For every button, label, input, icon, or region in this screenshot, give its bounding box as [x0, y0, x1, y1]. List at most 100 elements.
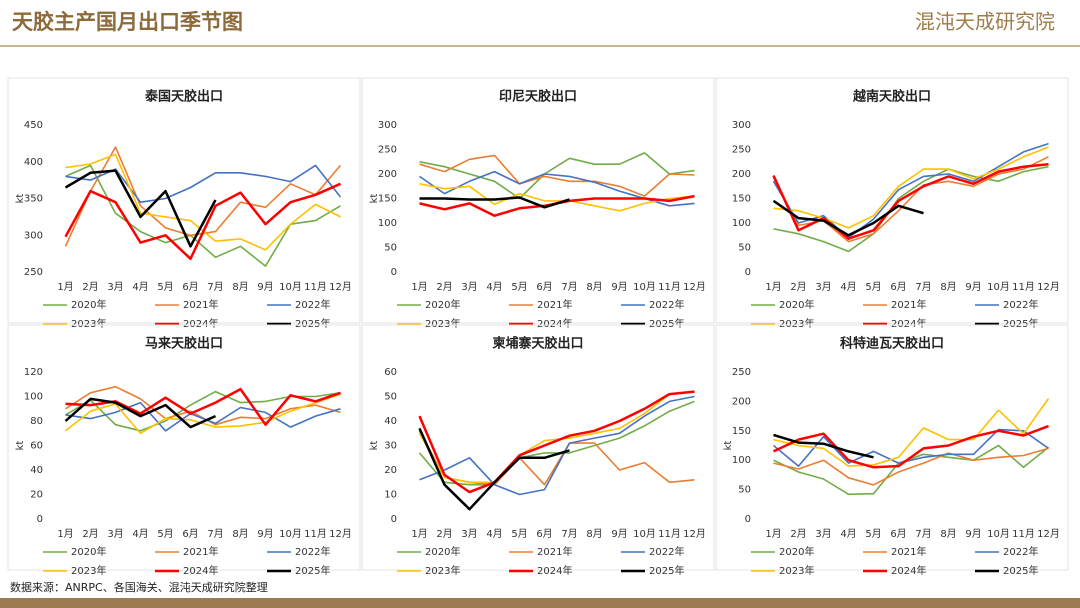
series-line: [773, 165, 1049, 253]
x-tick-label: 9月: [257, 528, 273, 540]
y-tick-label: 20: [30, 490, 43, 501]
y-tick-label: 250: [24, 267, 43, 278]
y-tick-label: 100: [378, 218, 397, 229]
x-tick-label: 10月: [987, 528, 1010, 540]
x-tick-label: 3月: [461, 281, 477, 293]
y-tick-label: 200: [732, 169, 751, 180]
series-line: [419, 395, 695, 496]
legend-label: 2023年: [779, 317, 814, 330]
y-tick-label: 50: [738, 485, 751, 496]
legend-label: 2024年: [537, 564, 572, 577]
x-tick-label: 7月: [915, 528, 931, 540]
x-tick-label: 12月: [1037, 528, 1060, 540]
y-tick-label: 10: [384, 490, 397, 501]
x-tick-label: 11月: [304, 528, 327, 540]
y-tick-label: 120: [24, 367, 43, 378]
series-line: [419, 154, 695, 197]
series-line: [772, 162, 1049, 240]
legend-label: 2024年: [183, 564, 218, 577]
x-tick-label: 3月: [107, 528, 123, 540]
x-tick-label: 9月: [257, 281, 273, 293]
x-tick-label: 12月: [329, 528, 352, 540]
y-tick-label: 250: [732, 145, 751, 156]
y-tick-label: 200: [732, 396, 751, 407]
x-tick-label: 12月: [683, 528, 706, 540]
x-tick-label: 10月: [633, 281, 656, 293]
x-tick-label: 1月: [765, 528, 781, 540]
y-tick-label: 150: [732, 194, 751, 205]
chart-panel: [7, 324, 361, 571]
legend-label: 2021年: [537, 545, 572, 558]
y-axis-label: kt: [369, 441, 380, 451]
x-tick-label: 6月: [536, 528, 552, 540]
legend-label: 2021年: [183, 298, 218, 311]
x-tick-label: 6月: [890, 281, 906, 293]
legend-label: 2022年: [295, 545, 330, 558]
chart-title: 柬埔寨天胶出口: [492, 336, 583, 352]
legend-label: 2022年: [1003, 545, 1038, 558]
y-axis-label: kt: [369, 194, 380, 204]
series-line: [418, 427, 570, 511]
x-tick-label: 12月: [329, 281, 352, 293]
x-tick-label: 5月: [157, 281, 173, 293]
x-tick-label: 7月: [561, 281, 577, 293]
x-tick-label: 1月: [57, 281, 73, 293]
legend-label: 2020年: [425, 298, 460, 311]
series-line: [418, 400, 695, 486]
y-tick-label: 250: [378, 145, 397, 156]
legend-label: 2023年: [71, 317, 106, 330]
y-axis-label: kt: [15, 441, 26, 451]
x-tick-label: 7月: [561, 528, 577, 540]
x-tick-label: 11月: [304, 281, 327, 293]
x-tick-label: 4月: [840, 528, 856, 540]
legend-label: 2024年: [891, 317, 926, 330]
legend-label: 2021年: [537, 298, 572, 311]
x-tick-label: 3月: [815, 281, 831, 293]
legend-label: 2024年: [183, 317, 218, 330]
x-tick-label: 5月: [865, 528, 881, 540]
chart-title: 马来天胶出口: [145, 336, 223, 352]
y-tick-label: 80: [30, 416, 43, 427]
x-tick-label: 3月: [815, 528, 831, 540]
series-line: [65, 153, 341, 251]
x-tick-label: 3月: [107, 281, 123, 293]
y-tick-label: 50: [738, 243, 751, 254]
y-tick-label: 150: [378, 194, 397, 205]
logo: 混沌天成研究院: [915, 10, 1055, 34]
y-tick-label: 100: [732, 218, 751, 229]
chart-panel: [715, 77, 1069, 324]
series-line: [772, 199, 924, 237]
y-tick-label: 30: [384, 441, 397, 452]
page-title: 天胶主产国月出口季节图: [12, 10, 243, 34]
x-tick-label: 5月: [865, 281, 881, 293]
chart-panel: [7, 77, 361, 324]
chart-title: 越南天胶出口: [852, 89, 931, 105]
y-tick-label: 350: [24, 194, 43, 205]
y-tick-label: 60: [384, 367, 397, 378]
chart-title: 印尼天胶出口: [499, 89, 577, 105]
series-line: [64, 397, 217, 429]
x-tick-label: 11月: [1012, 528, 1035, 540]
x-tick-label: 8月: [586, 281, 602, 293]
legend-label: 2022年: [649, 545, 684, 558]
x-tick-label: 8月: [232, 528, 248, 540]
x-tick-label: 1月: [765, 281, 781, 293]
y-tick-label: 0: [745, 267, 751, 278]
y-tick-label: 0: [37, 514, 43, 525]
x-tick-label: 6月: [182, 281, 198, 293]
legend-label: 2025年: [1003, 317, 1038, 330]
series-line: [64, 182, 342, 261]
series-line: [772, 428, 1049, 467]
x-tick-label: 9月: [965, 281, 981, 293]
x-tick-label: 2月: [436, 528, 452, 540]
x-tick-label: 5月: [511, 281, 527, 293]
x-tick-label: 4月: [486, 528, 502, 540]
x-tick-label: 4月: [132, 528, 148, 540]
x-tick-label: 11月: [658, 528, 681, 540]
y-axis-label: kt: [15, 194, 26, 204]
series-line: [65, 393, 341, 435]
x-tick-label: 5月: [157, 528, 173, 540]
x-tick-label: 1月: [57, 528, 73, 540]
